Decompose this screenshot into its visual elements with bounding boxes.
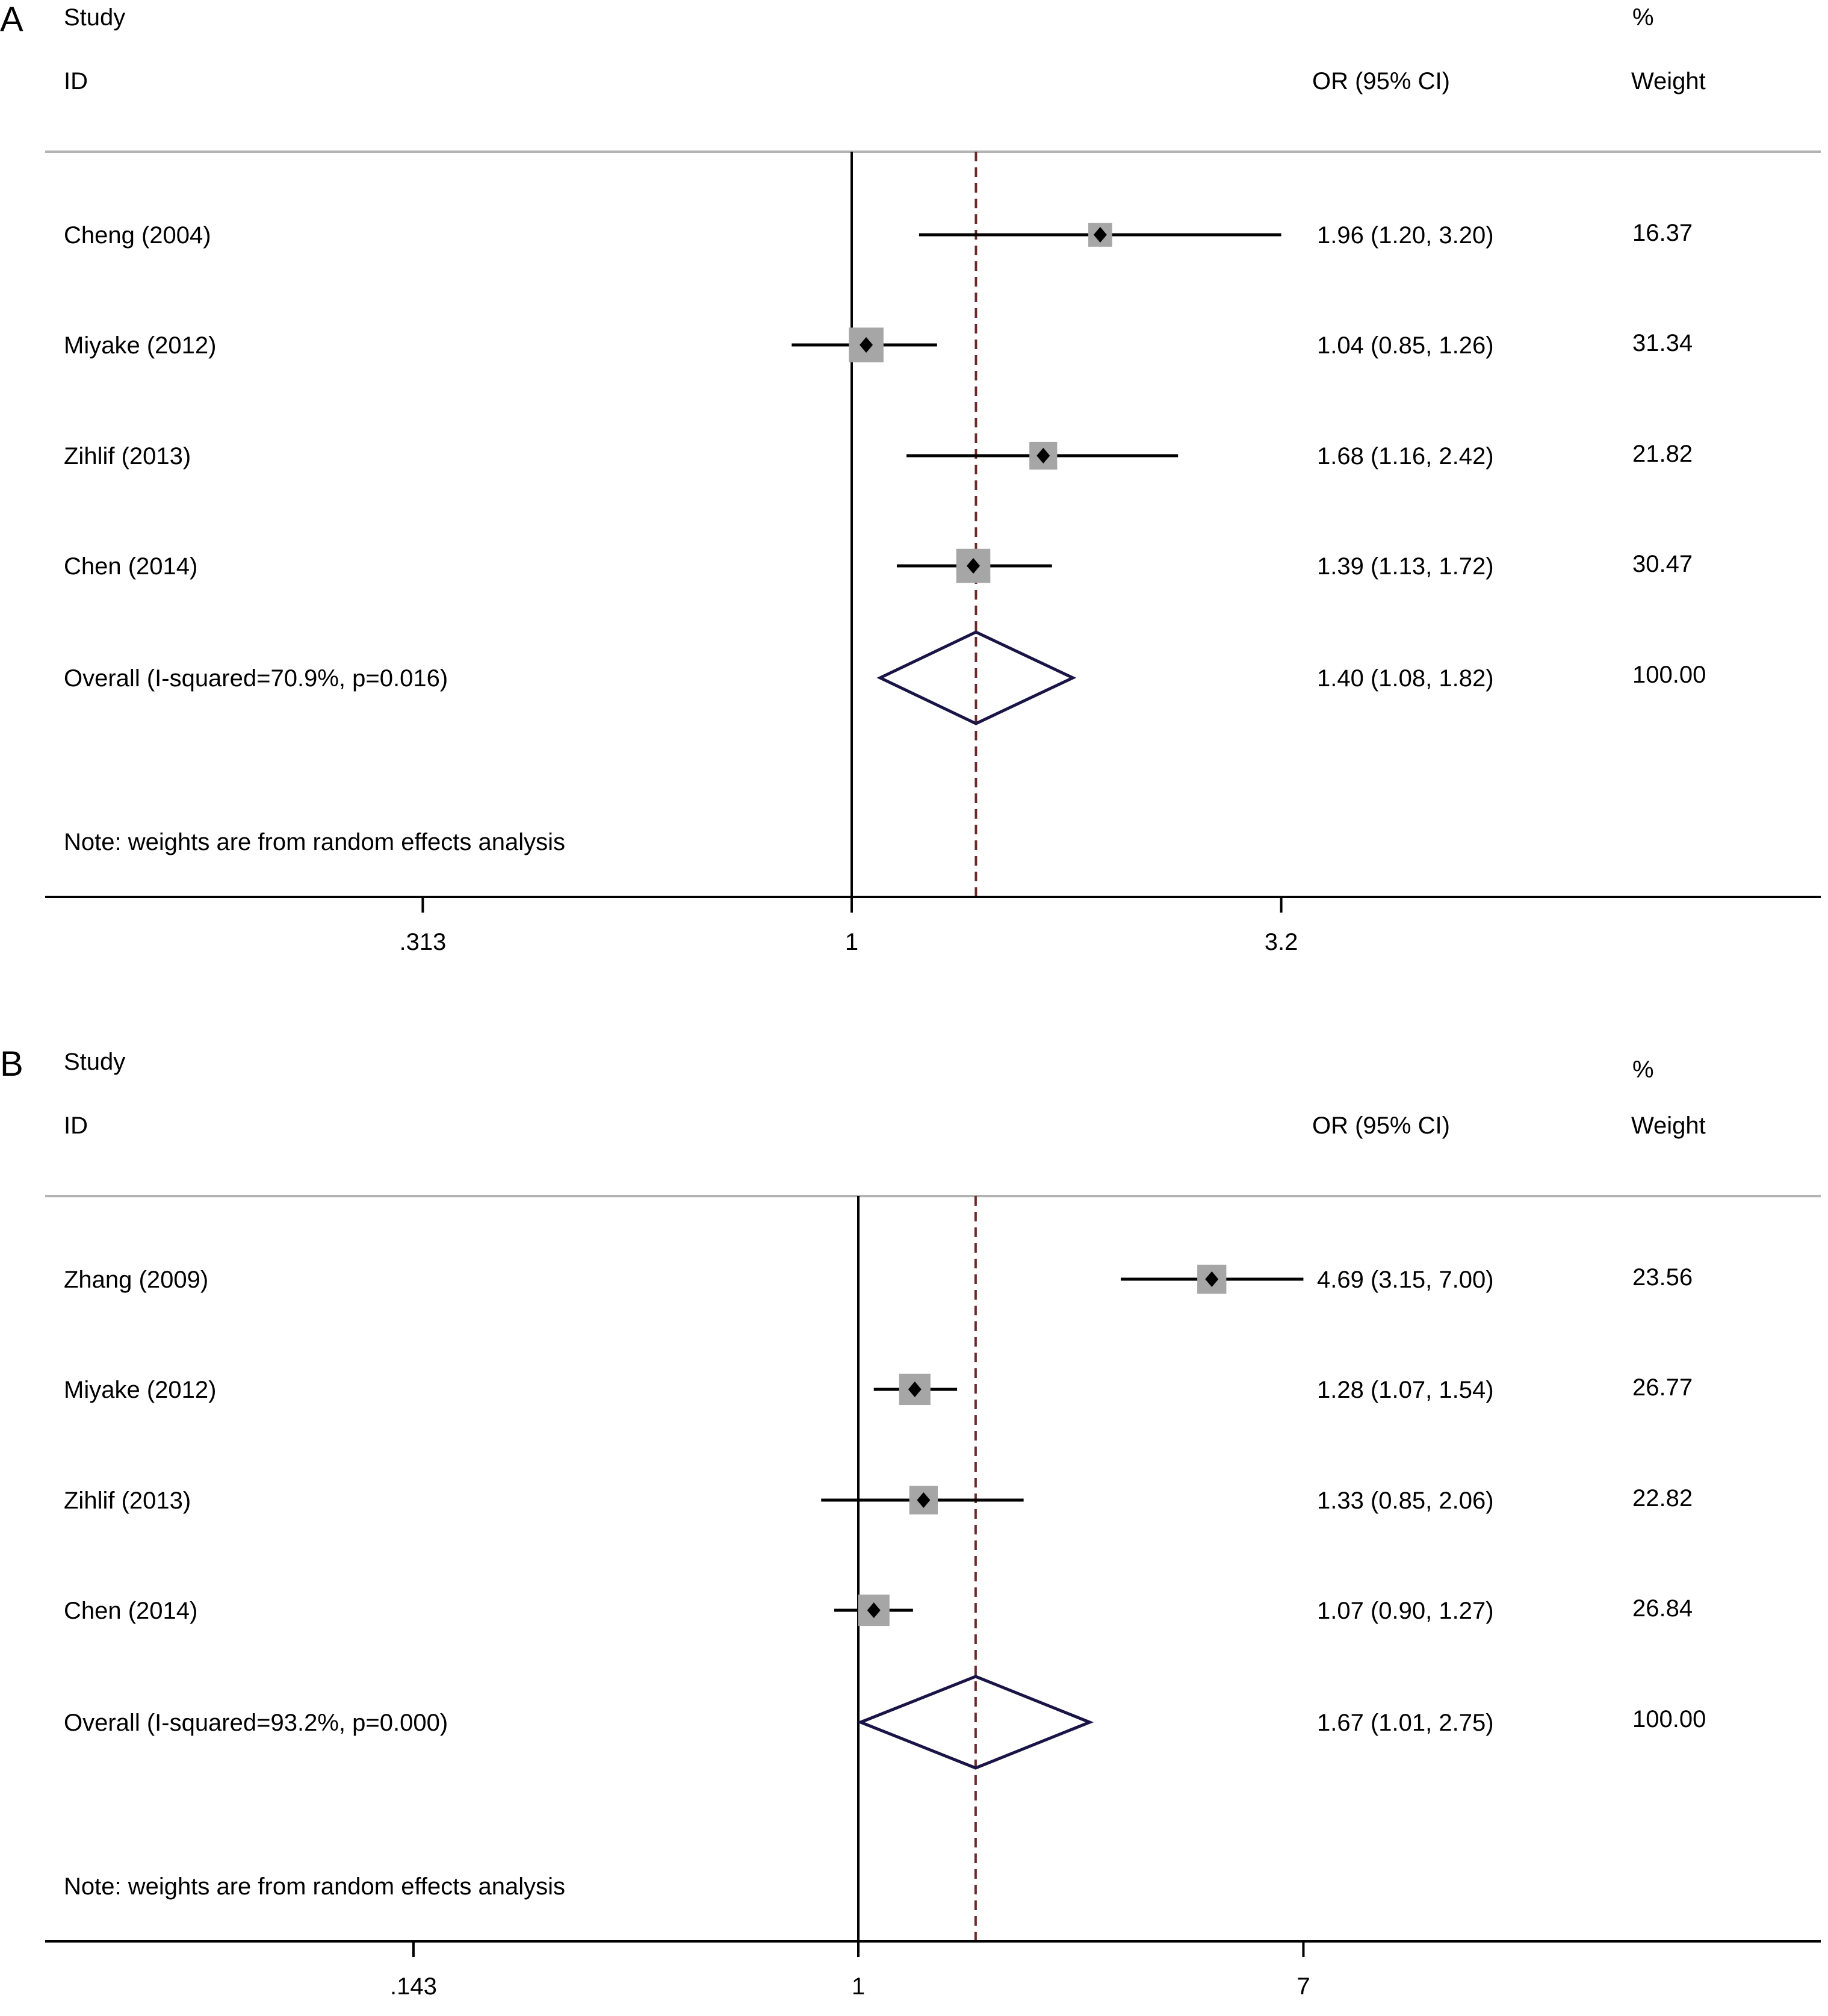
note-text: Note: weights are from random effects an… <box>64 1873 565 1900</box>
study-label: Zihlif (2013) <box>64 443 191 470</box>
overall-weight: 100.00 <box>1632 1706 1706 1732</box>
study-ci-text: 1.04 (0.85, 1.26) <box>1317 332 1494 359</box>
study-label: Zhang (2009) <box>64 1267 208 1293</box>
x-tick-label: 1 <box>852 1973 865 2000</box>
study-point-marker <box>1036 448 1050 464</box>
panel-label: A <box>0 0 23 39</box>
header-weight: Weight <box>1631 68 1706 95</box>
study-label: Chen (2014) <box>64 553 197 580</box>
study-label: Cheng (2004) <box>64 222 211 249</box>
study-ci-text: 1.68 (1.16, 2.42) <box>1317 443 1494 470</box>
header-study: Study <box>64 4 125 31</box>
header-id: ID <box>64 68 88 95</box>
header-study: Study <box>64 1049 125 1075</box>
study-label: Zihlif (2013) <box>64 1487 191 1514</box>
study-ci-text: 1.39 (1.13, 1.72) <box>1317 553 1494 580</box>
study-weight: 26.77 <box>1632 1374 1693 1401</box>
x-tick-label: 3.2 <box>1265 929 1298 955</box>
overall-label: Overall (I-squared=70.9%, p=0.016) <box>64 665 448 692</box>
note-text: Note: weights are from random effects an… <box>64 829 565 855</box>
study-point-marker <box>917 1492 931 1508</box>
study-weight: 21.82 <box>1632 441 1693 467</box>
study-weight: 23.56 <box>1632 1264 1693 1291</box>
header-weight: Weight <box>1631 1112 1706 1139</box>
study-point-marker <box>967 558 981 574</box>
study-point-marker <box>908 1382 922 1397</box>
study-ci-text: 1.96 (1.20, 3.20) <box>1317 222 1494 249</box>
study-ci-text: 4.69 (3.15, 7.00) <box>1317 1267 1494 1293</box>
study-weight: 30.47 <box>1632 551 1693 577</box>
overall-ci-text: 1.40 (1.08, 1.82) <box>1317 665 1494 692</box>
study-weight: 31.34 <box>1632 330 1693 356</box>
header-id: ID <box>64 1112 88 1139</box>
header-weight-pct: % <box>1632 1056 1654 1083</box>
study-label: Miyake (2012) <box>64 1377 216 1403</box>
study-point-marker <box>1205 1271 1219 1287</box>
study-ci-text: 1.33 (0.85, 2.06) <box>1317 1487 1494 1514</box>
study-label: Chen (2014) <box>64 1598 197 1624</box>
study-weight: 16.37 <box>1632 220 1693 246</box>
study-ci-text: 1.28 (1.07, 1.54) <box>1317 1377 1494 1403</box>
overall-diamond <box>876 630 1077 725</box>
panel-label: B <box>0 1044 23 1084</box>
study-point-marker <box>1093 227 1107 243</box>
x-tick-label: .143 <box>390 1973 437 2000</box>
overall-label: Overall (I-squared=93.2%, p=0.000) <box>64 1710 448 1736</box>
study-point-marker <box>860 337 873 353</box>
study-weight: 22.82 <box>1632 1485 1693 1512</box>
x-tick-label: 1 <box>845 929 858 955</box>
study-label: Miyake (2012) <box>64 332 216 359</box>
study-weight: 26.84 <box>1632 1595 1693 1622</box>
overall-weight: 100.00 <box>1632 662 1706 688</box>
header-weight-pct: % <box>1632 4 1654 31</box>
study-point-marker <box>867 1602 881 1618</box>
study-ci-text: 1.07 (0.90, 1.27) <box>1317 1598 1494 1624</box>
header-effect: OR (95% CI) <box>1312 68 1450 95</box>
x-tick-label: .313 <box>399 929 446 955</box>
header-effect: OR (95% CI) <box>1312 1112 1450 1139</box>
overall-diamond <box>857 1675 1094 1770</box>
x-tick-label: 7 <box>1297 1973 1310 2000</box>
overall-ci-text: 1.67 (1.01, 2.75) <box>1317 1710 1494 1736</box>
